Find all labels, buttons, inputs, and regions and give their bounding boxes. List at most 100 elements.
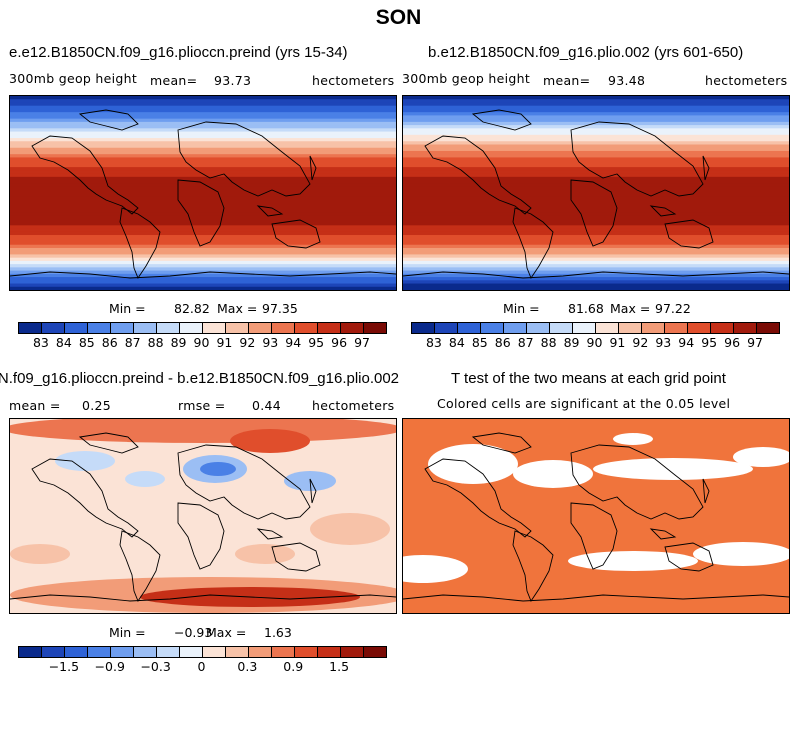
zonal-band bbox=[403, 96, 789, 100]
zonal-band bbox=[10, 202, 396, 207]
panel1-colorbar bbox=[18, 322, 387, 334]
antarctic-coastline bbox=[10, 271, 396, 279]
panel2-min: 81.68 bbox=[568, 301, 604, 316]
colorbar-cell bbox=[318, 647, 341, 657]
panel2-title: b.e12.B1850CN.f09_g16.plio.002 (yrs 601-… bbox=[428, 44, 744, 61]
zonal-band bbox=[10, 173, 396, 178]
zonal-band bbox=[10, 231, 396, 236]
colorbar-cell bbox=[272, 323, 295, 333]
antarctic-coastline bbox=[10, 594, 396, 602]
colorbar-tick-label: 89 bbox=[563, 335, 580, 350]
zonal-band bbox=[10, 247, 396, 252]
zonal-band bbox=[403, 115, 789, 120]
coastline bbox=[119, 207, 161, 279]
zonal-band bbox=[10, 134, 396, 139]
panel2-mean-label: mean= bbox=[543, 73, 591, 88]
colorbar-cell bbox=[19, 323, 42, 333]
zonal-band bbox=[10, 238, 396, 243]
panel1-min-label: Min = bbox=[109, 301, 146, 316]
colorbar-tick-label: 92 bbox=[632, 335, 649, 350]
nonsignificant-region bbox=[613, 433, 653, 445]
coastline bbox=[424, 135, 532, 215]
zonal-band bbox=[10, 118, 396, 123]
colorbar-cell bbox=[249, 323, 272, 333]
colorbar-cell bbox=[734, 323, 757, 333]
panel3-mean-label: mean = bbox=[9, 398, 61, 413]
colorbar-tick-label: −0.9 bbox=[94, 659, 125, 674]
zonal-band bbox=[10, 128, 396, 133]
coastline bbox=[177, 444, 311, 520]
colorbar-tick-label: 89 bbox=[170, 335, 187, 350]
zonal-band bbox=[10, 193, 396, 197]
zonal-band bbox=[10, 189, 396, 194]
zonal-band bbox=[10, 199, 396, 204]
anomaly-region bbox=[235, 544, 295, 564]
panel1-max-label: Max = bbox=[217, 301, 258, 316]
nonsignificant-region bbox=[513, 460, 593, 488]
colorbar-cell bbox=[341, 647, 364, 657]
colorbar-cell bbox=[203, 647, 226, 657]
panel3-max-label: Max = bbox=[206, 625, 247, 640]
colorbar-cell bbox=[295, 323, 318, 333]
coastline bbox=[271, 219, 321, 249]
nonsignificant-region bbox=[733, 447, 789, 467]
colorbar-tick-label: 94 bbox=[678, 335, 695, 350]
zonal-band bbox=[403, 131, 789, 136]
coastline bbox=[177, 502, 225, 570]
zonal-band bbox=[403, 231, 789, 236]
nonsignificant-region bbox=[693, 542, 789, 566]
zonal-band bbox=[403, 102, 789, 107]
zonal-band bbox=[10, 99, 396, 104]
zonal-band bbox=[10, 144, 396, 149]
coastline bbox=[177, 179, 225, 247]
zonal-band bbox=[403, 286, 789, 290]
zonal-band bbox=[403, 160, 789, 165]
zonal-band bbox=[10, 196, 396, 201]
colorbar-cell bbox=[573, 323, 596, 333]
colorbar-cell bbox=[226, 647, 249, 657]
zonal-band bbox=[403, 99, 789, 104]
colorbar-cell bbox=[504, 323, 527, 333]
colorbar-tick-label: 86 bbox=[101, 335, 118, 350]
colorbar-tick-label: 95 bbox=[701, 335, 718, 350]
zonal-band bbox=[10, 218, 396, 223]
zonal-band bbox=[403, 264, 789, 268]
zonal-band bbox=[10, 176, 396, 181]
panel2-units: hectometers bbox=[705, 73, 788, 88]
zonal-band bbox=[403, 199, 789, 204]
zonal-band bbox=[403, 283, 789, 288]
zonal-band bbox=[10, 141, 396, 146]
anomaly-region bbox=[200, 462, 236, 476]
panel3-min-label: Min = bbox=[109, 625, 146, 640]
colorbar-cell bbox=[412, 323, 435, 333]
zonal-band bbox=[403, 128, 789, 133]
coastline bbox=[471, 432, 532, 454]
zonal-band bbox=[10, 225, 396, 230]
colorbar-tick-label: 93 bbox=[262, 335, 279, 350]
colorbar-tick-label: 88 bbox=[147, 335, 164, 350]
colorbar-cell bbox=[527, 323, 550, 333]
zonal-band bbox=[403, 189, 789, 194]
colorbar-tick-label: 90 bbox=[586, 335, 603, 350]
zonal-band bbox=[403, 118, 789, 123]
zonal-band bbox=[403, 218, 789, 223]
colorbar-cell bbox=[157, 647, 180, 657]
zonal-band bbox=[403, 251, 789, 256]
colorbar-cell bbox=[88, 647, 111, 657]
zonal-band bbox=[403, 260, 789, 265]
coastline bbox=[31, 135, 139, 215]
zonal-band bbox=[403, 196, 789, 201]
zonal-band bbox=[403, 105, 789, 110]
zonal-band bbox=[10, 212, 396, 217]
zonal-band bbox=[10, 131, 396, 136]
coastline bbox=[471, 109, 532, 131]
zonal-band bbox=[403, 257, 789, 262]
colorbar-cell bbox=[249, 647, 272, 657]
zonal-band bbox=[403, 138, 789, 142]
colorbar-cell bbox=[341, 323, 364, 333]
zonal-band bbox=[403, 154, 789, 159]
figure-title: SON bbox=[375, 6, 422, 29]
zonal-band bbox=[403, 254, 789, 259]
zonal-band bbox=[403, 167, 789, 171]
colorbar-tick-label: 0 bbox=[197, 659, 206, 674]
